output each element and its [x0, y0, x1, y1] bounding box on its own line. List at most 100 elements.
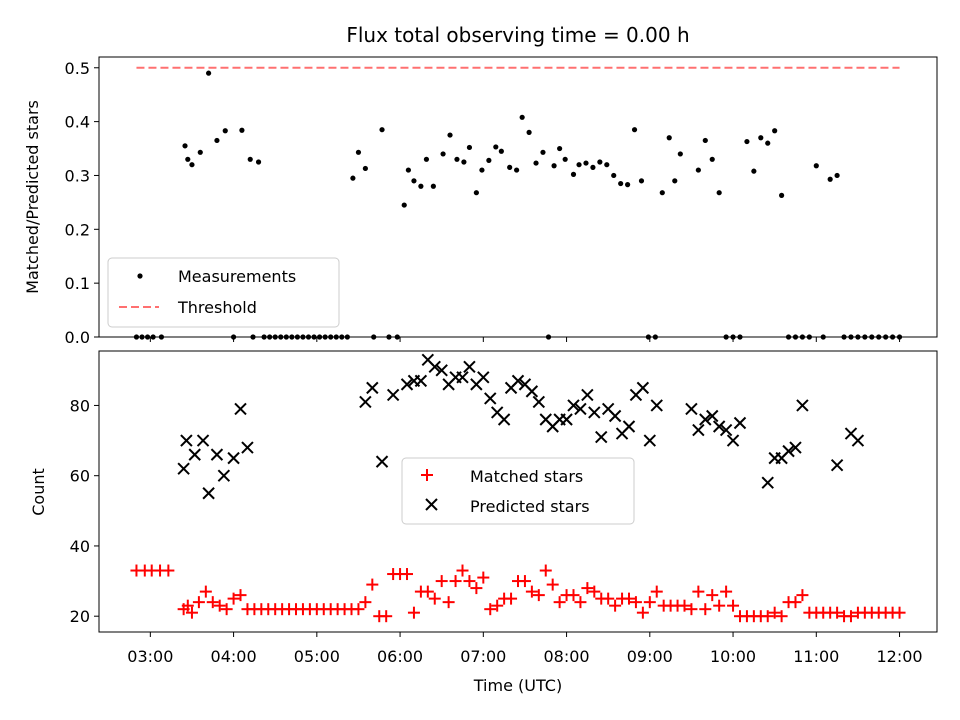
- measurement-point: [197, 149, 203, 155]
- bottom-legend: Matched stars Predicted stars: [401, 457, 635, 525]
- measurement-point: [507, 164, 513, 170]
- measurement-point: [411, 178, 417, 184]
- matched-point: [539, 564, 552, 577]
- top-y-axis-label: Matched/Predicted stars: [23, 100, 42, 294]
- measurement-point: [772, 128, 778, 134]
- top-legend: Measurements Threshold: [107, 257, 340, 328]
- measurement-point: [834, 172, 840, 179]
- bottom-x-axis-label: Time (UTC): [473, 676, 562, 695]
- predicted-point: [560, 413, 573, 426]
- matched-point: [796, 589, 809, 602]
- bottom-y-ticks: 20 40 60 80: [70, 396, 99, 626]
- predicted-point: [477, 371, 490, 384]
- predicted-point: [567, 399, 580, 412]
- matched-point: [775, 610, 788, 623]
- predicted-point: [234, 402, 247, 416]
- legend-matched-label: Matched stars: [470, 467, 583, 486]
- measurement-point: [430, 183, 436, 189]
- measurement-point: [695, 167, 701, 173]
- predicted-point: [177, 462, 190, 475]
- measurement-point: [744, 138, 750, 145]
- predicted-point: [706, 409, 719, 423]
- matched-point: [518, 575, 531, 588]
- matched-point: [768, 606, 781, 619]
- measurement-point: [362, 165, 368, 172]
- bottom-y-tick-label: 40: [70, 537, 90, 556]
- predicted-point: [359, 395, 372, 409]
- measurement-point: [551, 163, 557, 169]
- predicted-point: [400, 378, 414, 391]
- predicted-point: [241, 441, 254, 454]
- legend-predicted-marker: [425, 498, 438, 511]
- matched-point: [574, 596, 587, 609]
- matched-point: [706, 589, 719, 602]
- measurement-point: [214, 137, 220, 144]
- predicted-point: [188, 448, 201, 461]
- matched-point: [761, 610, 774, 623]
- matched-point: [636, 606, 649, 619]
- predicted-point: [180, 434, 193, 447]
- bottom-axes-frame: [98, 350, 938, 633]
- bottom-x-tick-label: 06:00: [377, 647, 423, 666]
- measurement-point: [526, 129, 532, 135]
- bottom-x-tick-label: 04:00: [211, 647, 257, 666]
- measurement-point: [185, 156, 191, 162]
- measurement-point: [540, 149, 546, 155]
- measurement-point: [401, 202, 407, 208]
- matched-point: [532, 589, 545, 602]
- predicted-point: [782, 444, 795, 458]
- measurement-point: [405, 167, 411, 173]
- bottom-data-layer: [130, 353, 906, 623]
- measurement-point: [604, 162, 610, 168]
- top-y-tick-label: 0.5: [65, 59, 90, 78]
- predicted-point: [699, 413, 712, 426]
- top-y-ticks: 0.0 0.1 0.2 0.3 0.4 0.5: [65, 59, 99, 347]
- measurement-point: [498, 148, 504, 154]
- bottom-x-tick-label: 11:00: [793, 647, 839, 666]
- matched-point: [692, 585, 705, 598]
- bottom-y-tick-label: 80: [70, 396, 90, 415]
- predicted-point: [227, 451, 240, 465]
- measurement-point: [709, 156, 715, 162]
- top-y-tick-label: 0.0: [65, 328, 90, 347]
- predicted-point: [511, 374, 525, 388]
- predicted-point: [217, 469, 231, 482]
- matched-point: [477, 571, 490, 584]
- measurement-point: [479, 167, 485, 173]
- top-panel: Flux total observing time = 0.00 h 0.00.…: [23, 23, 938, 347]
- matched-point: [588, 585, 601, 598]
- measurement-point: [473, 190, 479, 196]
- matched-point: [678, 599, 691, 612]
- predicted-point: [202, 487, 215, 500]
- matched-point: [199, 585, 212, 598]
- predicted-point: [692, 423, 705, 437]
- predicted-point: [497, 413, 511, 426]
- measurement-point: [751, 168, 757, 174]
- predicted-point: [210, 448, 224, 461]
- bottom-x-tick-label: 09:00: [627, 647, 673, 666]
- bottom-x-tick-label: 07:00: [460, 647, 506, 666]
- matched-point: [449, 575, 462, 588]
- matched-point: [192, 596, 205, 609]
- matched-point: [685, 603, 698, 616]
- matched-point: [206, 596, 219, 609]
- predicted-point: [595, 430, 608, 444]
- matched-point: [629, 596, 642, 609]
- predicted-point: [650, 399, 663, 412]
- predicted-point: [636, 381, 650, 395]
- measurement-point: [461, 159, 467, 165]
- measurement-point: [239, 127, 245, 133]
- legend-matched-marker: [421, 469, 433, 481]
- predicted-point: [435, 364, 448, 377]
- predicted-point: [796, 399, 809, 412]
- measurement-point: [533, 160, 539, 166]
- measurement-point: [182, 143, 188, 149]
- matched-point: [442, 596, 455, 609]
- top-y-tick-label: 0.2: [65, 220, 90, 239]
- measurement-point: [702, 137, 708, 144]
- predicted-point: [643, 434, 657, 447]
- predicted-point: [196, 434, 210, 447]
- matched-point: [470, 582, 483, 595]
- measurement-point: [514, 167, 520, 173]
